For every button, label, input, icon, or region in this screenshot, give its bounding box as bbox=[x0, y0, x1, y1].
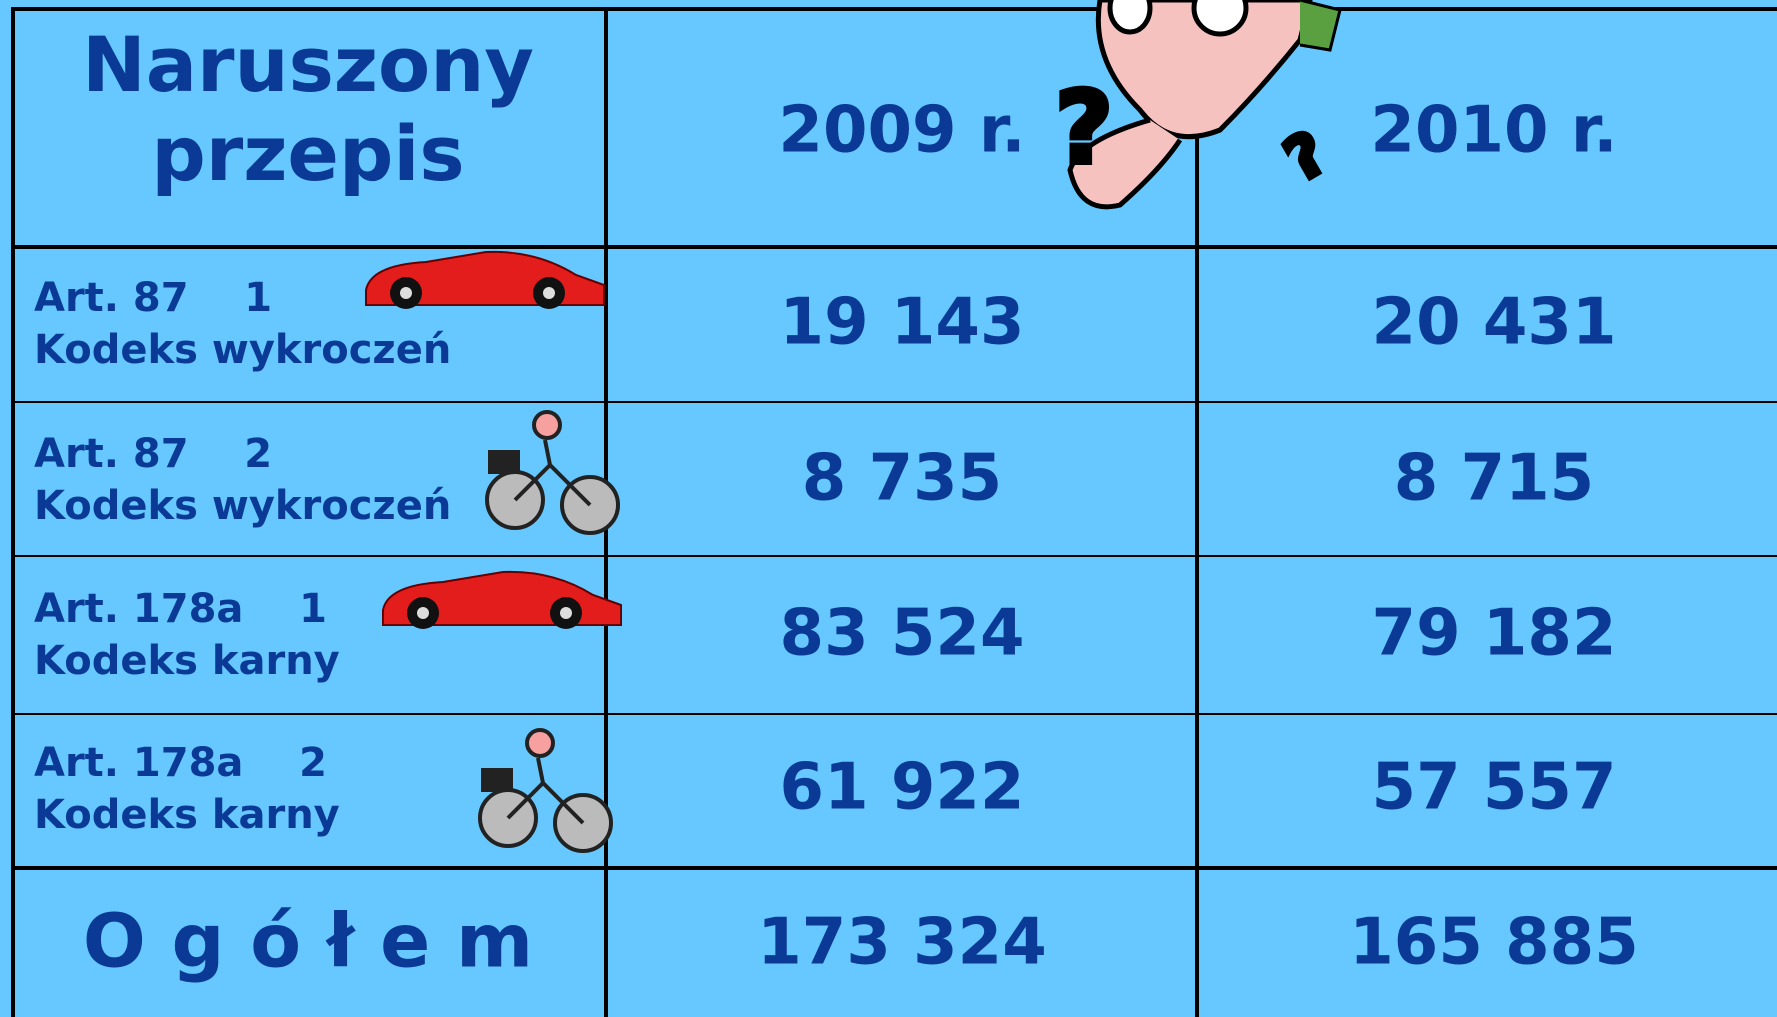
article: Art. 178a 2 bbox=[34, 740, 327, 786]
cell-value: 61 922 bbox=[780, 751, 1025, 825]
article: Art. 87 2 bbox=[34, 431, 272, 477]
grid bbox=[11, 7, 1777, 1017]
cell-value: 19 143 bbox=[780, 286, 1025, 360]
car-icon bbox=[382, 570, 622, 629]
cyclist-icon bbox=[485, 410, 620, 535]
code: Kodeks wykroczeń bbox=[34, 483, 451, 529]
article: Art. 87 1 bbox=[34, 275, 272, 321]
code: Kodeks karny bbox=[34, 638, 340, 684]
header-rule: Naruszony bbox=[82, 20, 534, 109]
article: Art. 178a 1 bbox=[34, 586, 327, 632]
code: Kodeks karny bbox=[34, 792, 340, 838]
cartoon-face: ? ? bbox=[1053, 0, 1342, 210]
cell-value: 8 735 bbox=[802, 442, 1002, 516]
header-year: 2009 r. bbox=[778, 94, 1025, 168]
total-value: 165 885 bbox=[1349, 906, 1638, 980]
total-value: 173 324 bbox=[757, 906, 1046, 980]
header-year: 2010 r. bbox=[1370, 94, 1617, 168]
cell-value: 57 557 bbox=[1372, 751, 1617, 825]
total-label: O g ó ł e m bbox=[83, 899, 533, 985]
cyclist-icon bbox=[478, 728, 613, 853]
header-rule: przepis bbox=[151, 109, 464, 198]
code: Kodeks wykroczeń bbox=[34, 327, 451, 373]
cell-value: 83 524 bbox=[780, 597, 1025, 671]
cell-value: 20 431 bbox=[1372, 286, 1617, 360]
cell-value: 8 715 bbox=[1394, 442, 1594, 516]
question-mark: ? bbox=[1055, 69, 1113, 186]
cell-value: 79 182 bbox=[1372, 597, 1617, 671]
car-icon bbox=[365, 250, 605, 309]
